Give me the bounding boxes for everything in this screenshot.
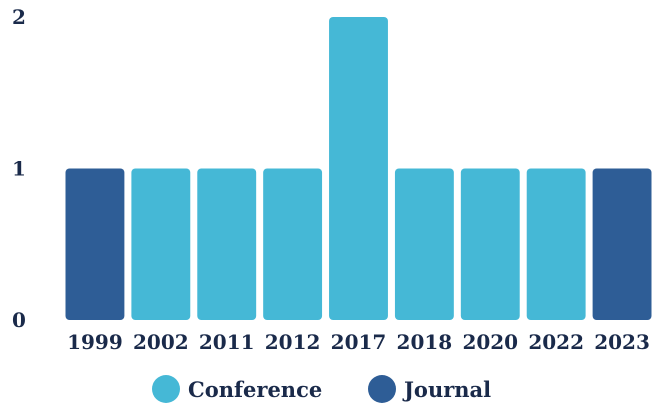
x-tick-label: 2018 (397, 330, 453, 354)
x-tick-label: 2011 (199, 330, 255, 354)
conference-swatch (152, 375, 180, 403)
bar-2020 (460, 168, 520, 320)
bar-2022 (526, 168, 586, 320)
y-tick-label: 2 (12, 5, 26, 29)
legend-item-conference: Conference (152, 373, 322, 405)
y-tick-label: 0 (12, 308, 26, 332)
x-tick-label: 2012 (265, 330, 321, 354)
legend-label-journal: Journal (404, 376, 492, 402)
journal-swatch (368, 375, 396, 403)
bar-2023 (592, 168, 652, 320)
x-tick-label: 1999 (67, 330, 123, 354)
bar-2011 (197, 168, 257, 320)
bar-chart: 0 1 2 1999 2002 2011 2012 2017 2018 2020 2022 2023 (12, 5, 652, 354)
bar-2012 (263, 168, 323, 320)
y-tick-label: 1 (12, 157, 26, 181)
legend: Conference Journal (0, 373, 660, 405)
x-tick-label: 2023 (594, 330, 650, 354)
bar-2017 (329, 17, 388, 320)
legend-label-conference: Conference (188, 376, 323, 402)
bar-1999 (65, 168, 125, 320)
bars (65, 17, 652, 320)
bar-2018 (394, 168, 454, 320)
legend-item-journal: Journal (368, 373, 491, 405)
x-axis-ticks: 1999 2002 2011 2012 2017 2018 2020 2022 2023 (67, 330, 650, 354)
x-tick-label: 2022 (528, 330, 584, 354)
x-tick-label: 2017 (331, 330, 387, 354)
x-tick-label: 2002 (133, 330, 189, 354)
bar-2002 (131, 168, 191, 320)
x-tick-label: 2020 (462, 330, 518, 354)
y-axis-ticks: 0 1 2 (12, 5, 26, 332)
